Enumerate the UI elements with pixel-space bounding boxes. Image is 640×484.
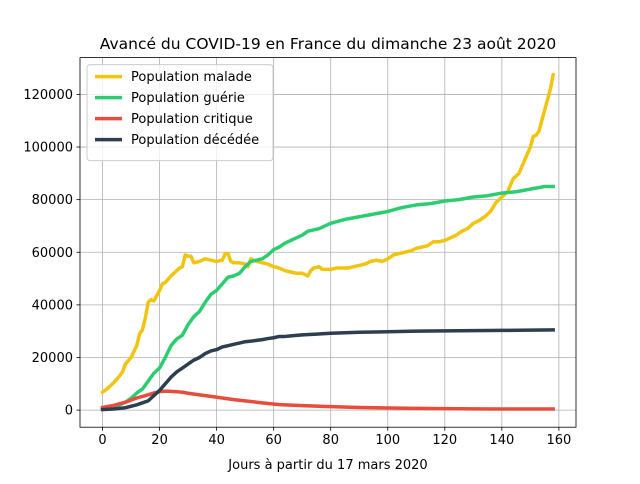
legend-label: Population guérie	[131, 91, 245, 106]
plot-frame	[79, 57, 577, 428]
x-tick-label: 60	[265, 433, 282, 448]
y-tick-label: 20000	[32, 351, 73, 366]
x-tick-label: 40	[208, 433, 225, 448]
series-lines	[100, 72, 556, 412]
y-tick-label: 80000	[32, 193, 73, 208]
series-line-1	[100, 72, 556, 395]
axis-ticks: 0 20 40 60 80 100 120 140 160 0 20000 40000 60000 800…	[23, 88, 571, 448]
x-tick-label: 140	[489, 433, 514, 448]
x-tick-label: 80	[322, 433, 339, 448]
x-tick-label: 0	[98, 433, 106, 448]
legend-label: Population malade	[131, 70, 252, 85]
x-tick-label: 120	[432, 433, 457, 448]
x-tick-label: 160	[546, 433, 571, 448]
legend: Population malade Population guérie Popula…	[86, 64, 274, 162]
y-tick-label: 100000	[23, 141, 73, 156]
y-tick-label: 120000	[23, 88, 73, 103]
legend-box	[86, 64, 274, 162]
chart-title: Avancé du COVID-19 en France du dimanche…	[100, 35, 557, 53]
x-tick-label: 20	[151, 433, 168, 448]
y-tick-label: 40000	[32, 298, 73, 313]
y-tick-label: 60000	[32, 246, 73, 261]
legend-label: Population décédée	[131, 133, 259, 148]
x-axis-label: Jours à partir du 17 mars 2020	[227, 458, 427, 473]
y-tick-label: 0	[65, 404, 73, 419]
series-line-4	[100, 328, 555, 412]
legend-label: Population critique	[131, 112, 253, 127]
series-line-2	[100, 184, 555, 411]
x-tick-label: 100	[375, 433, 400, 448]
